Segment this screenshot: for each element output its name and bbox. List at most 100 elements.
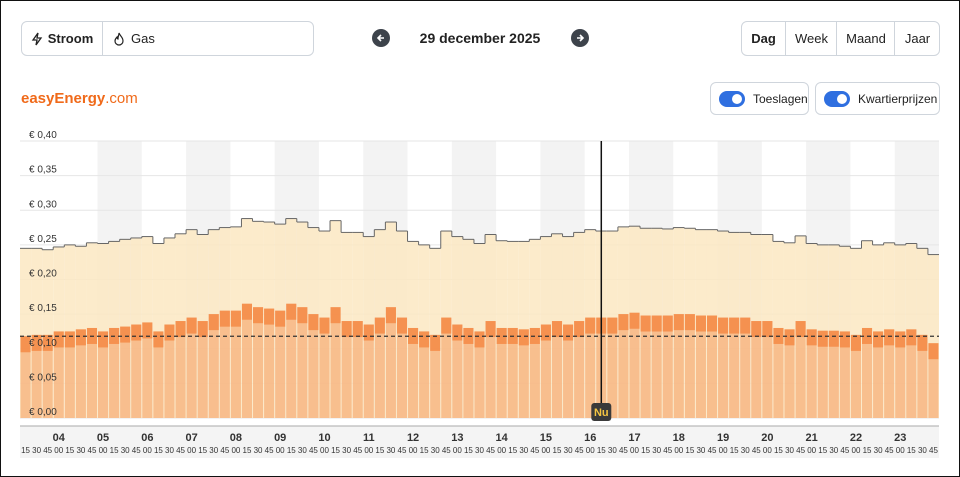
energy-bar — [253, 307, 264, 418]
tab-stroom[interactable]: Stroom — [22, 22, 102, 55]
x-minor-label: 00 — [276, 446, 285, 455]
x-minor-label: 00 — [143, 446, 152, 455]
energy-bar-top — [585, 317, 596, 334]
tab-gas[interactable]: Gas — [102, 22, 312, 55]
energy-bar-top — [762, 321, 773, 338]
energy-bar-top — [297, 307, 308, 324]
logo-suffix: .com — [105, 90, 138, 107]
x-minor-label: 30 — [785, 446, 794, 455]
y-tick-label: € 0,00 — [29, 407, 57, 418]
energy-bar-top — [906, 329, 917, 346]
energy-bar — [53, 331, 64, 418]
next-day[interactable] — [571, 29, 589, 47]
x-minor-label: 30 — [298, 446, 307, 455]
energy-bar-top — [662, 315, 673, 332]
x-minor-label: 30 — [741, 446, 750, 455]
x-tick-label: 04 — [53, 432, 66, 444]
energy-bar — [884, 329, 895, 418]
toggle-kwartierprijzen[interactable]: Kwartierprijzen — [815, 82, 940, 115]
toggle-toeslagen[interactable]: Toeslagen — [710, 82, 809, 115]
x-minor-label: 15 — [597, 446, 606, 455]
energy-bar — [20, 336, 31, 418]
energy-bar — [906, 329, 917, 418]
x-minor-label: 45 — [442, 446, 451, 455]
x-minor-label: 15 — [730, 446, 739, 455]
period-button[interactable]: Dag — [751, 31, 776, 46]
energy-bar-top — [20, 336, 31, 353]
y-tick-label: € 0,10 — [29, 338, 57, 349]
x-minor-label: 30 — [519, 446, 528, 455]
x-tick-label: 15 — [540, 432, 552, 444]
energy-bar — [861, 327, 873, 418]
energy-bar-top — [828, 330, 839, 347]
energy-bar-top — [718, 317, 729, 334]
x-minor-label: 30 — [121, 446, 130, 455]
x-minor-label: 30 — [254, 446, 263, 455]
period-button[interactable]: Week — [785, 22, 837, 55]
energy-bar — [795, 321, 806, 418]
energy-bar-top — [496, 327, 507, 344]
x-tick-label: 05 — [97, 432, 109, 444]
total-bar — [31, 248, 43, 418]
energy-bar — [264, 308, 275, 418]
energy-bar — [175, 321, 186, 418]
switch[interactable] — [719, 91, 745, 107]
x-minor-label: 45 — [220, 446, 229, 455]
energy-bar-top — [850, 334, 861, 351]
energy-bar — [629, 312, 640, 418]
energy-bar — [308, 314, 319, 418]
x-minor-label: 45 — [88, 446, 97, 455]
energy-bar — [241, 303, 253, 418]
x-minor-label: 30 — [431, 446, 440, 455]
energy-bar-top — [64, 331, 75, 348]
energy-bar-top — [917, 334, 928, 351]
prev-day[interactable] — [372, 29, 390, 47]
energy-bar-top — [120, 326, 131, 343]
x-minor-label: 00 — [586, 446, 595, 455]
energy-bar-top — [31, 334, 42, 351]
x-minor-label: 45 — [663, 446, 672, 455]
energy-bar-top — [75, 329, 86, 346]
energy-bar — [86, 327, 98, 418]
x-minor-label: 30 — [829, 446, 838, 455]
energy-bar — [142, 322, 153, 418]
x-minor-label: 15 — [553, 446, 562, 455]
x-minor-label: 45 — [132, 446, 141, 455]
period-button[interactable]: Maand — [836, 22, 895, 55]
x-tick-label: 06 — [141, 432, 153, 444]
energy-bar — [673, 314, 684, 418]
energy-bar — [396, 317, 408, 418]
energy-bar — [751, 321, 762, 418]
energy-bar — [574, 321, 585, 418]
energy-bar-top — [729, 317, 740, 334]
logo-brand: easyEnergy — [21, 90, 106, 107]
x-tick-label: 08 — [230, 432, 242, 444]
energy-bar-top — [518, 329, 529, 346]
switch[interactable] — [824, 91, 850, 107]
x-minor-label: 15 — [420, 446, 429, 455]
energy-bar — [740, 317, 751, 418]
energy-bar — [463, 327, 474, 418]
energy-bar — [784, 329, 795, 418]
period-button[interactable]: Jaar — [894, 22, 940, 55]
now-label: Nu — [594, 407, 609, 419]
energy-bar-top — [253, 307, 264, 324]
total-bar — [473, 243, 486, 418]
x-minor-label: 45 — [309, 446, 318, 455]
energy-bar-top — [784, 329, 795, 346]
energy-bar-top — [695, 315, 706, 332]
x-minor-label: 00 — [630, 446, 639, 455]
x-tick-label: 09 — [274, 432, 286, 444]
energy-bar-top — [363, 324, 374, 341]
x-minor-label: 00 — [541, 446, 550, 455]
energy-bar — [197, 321, 208, 418]
logo: easyEnergy.com — [21, 90, 138, 107]
energy-bar — [928, 343, 939, 418]
total-bar — [152, 243, 164, 418]
energy-bar — [186, 317, 197, 418]
energy-bar-top — [374, 317, 385, 334]
x-minor-label: 15 — [464, 446, 473, 455]
y-tick-label: € 0,15 — [29, 303, 57, 314]
energy-bar — [485, 321, 496, 418]
